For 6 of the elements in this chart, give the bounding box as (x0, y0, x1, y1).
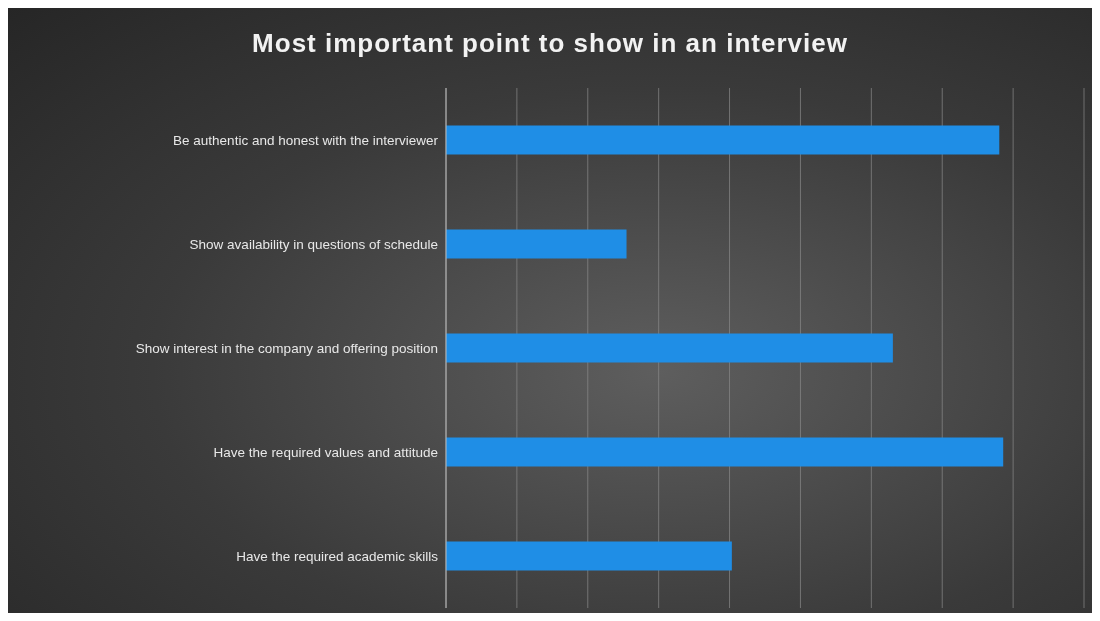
y-tick-label: Be authentic and honest with the interviewer (173, 132, 439, 148)
y-tick-label: Have the required values and attitude (213, 444, 438, 460)
y-tick-label: Show availability in questions of schedule (189, 236, 438, 252)
y-tick-label: Have the required academic skills (236, 548, 439, 564)
chart-title: Most important point to show in an interview (251, 28, 849, 59)
y-tick-label: Show interest in the company and offering position (135, 340, 438, 356)
